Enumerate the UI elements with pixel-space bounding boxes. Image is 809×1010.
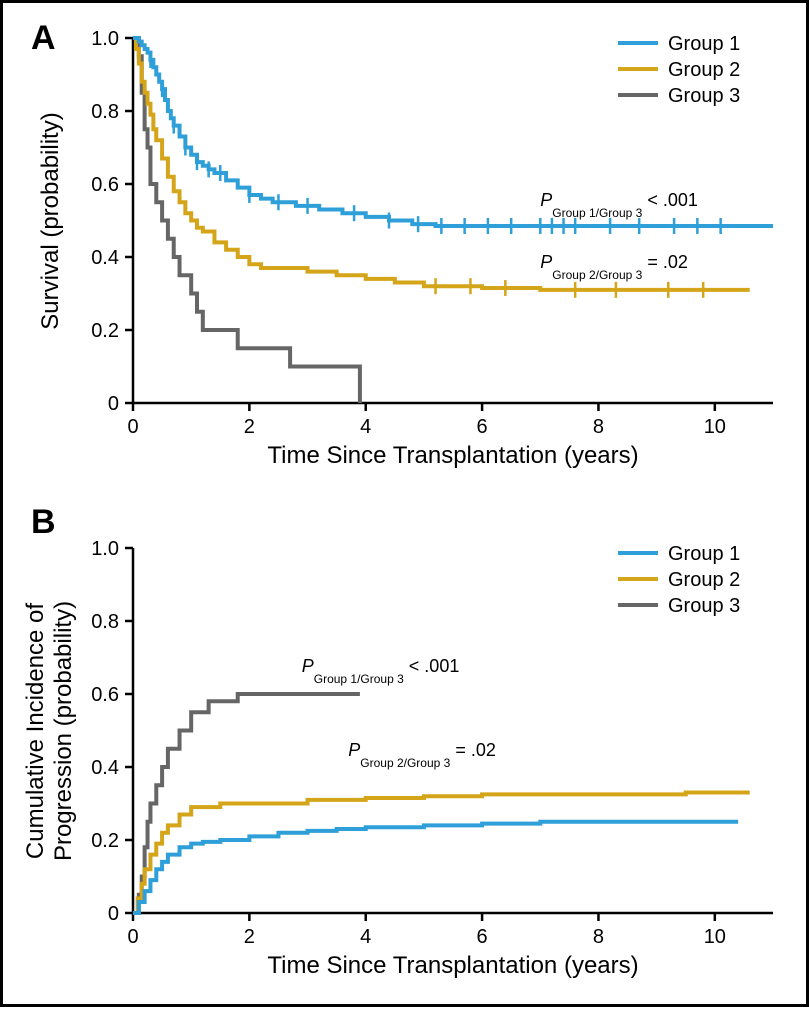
- panel-a-svg: 0 2 4 6 8 10 0 0.2 0.4 0.6 0.8 1.0 Time Since Tran…: [3, 3, 809, 493]
- x-ticks-b: 0 2 4 6 8 10: [127, 913, 726, 948]
- svg-text:0.6: 0.6: [91, 684, 119, 706]
- y-axis-title-a: Survival (probability): [37, 112, 64, 329]
- legend-b: Group 1 Group 2 Group 3: [618, 543, 740, 617]
- figure-container: A 0 2 4 6 8 10 0 0.2 0.4 0.6 0.8 1.0 Time Since Tr…: [0, 0, 809, 1007]
- svg-text:0: 0: [108, 903, 119, 925]
- svg-text:4: 4: [360, 416, 371, 438]
- y-axis-title-b-line2: Progression (probability): [50, 601, 77, 861]
- pvalue-annotation: PGroup 1/Group 3 < .001: [540, 190, 698, 220]
- legend-label: Group 3: [668, 595, 740, 617]
- series-group3: [133, 38, 360, 403]
- svg-text:2: 2: [244, 416, 255, 438]
- censor-ticks-a: [150, 52, 720, 298]
- panel-letter-a: A: [31, 19, 56, 58]
- series-group1: [133, 822, 738, 913]
- svg-text:1.0: 1.0: [91, 538, 119, 560]
- pvalue-annotation: PGroup 2/Group 3 = .02: [540, 252, 688, 282]
- svg-text:8: 8: [593, 416, 604, 438]
- svg-text:0.2: 0.2: [91, 320, 119, 342]
- svg-text:4: 4: [360, 926, 371, 948]
- svg-text:10: 10: [704, 416, 726, 438]
- series-group-b: [133, 694, 750, 913]
- x-axis-title-b: Time Since Transplantation (years): [267, 952, 638, 979]
- svg-text:8: 8: [593, 926, 604, 948]
- legend-label: Group 2: [668, 59, 740, 81]
- pvalues-a: PGroup 1/Group 3 < .001 PGroup 2/Group 3 …: [540, 190, 698, 282]
- svg-text:6: 6: [477, 926, 488, 948]
- x-axis-title-a: Time Since Transplantation (years): [267, 442, 638, 469]
- x-ticks-a: 0 2 4 6 8 10: [127, 403, 726, 438]
- svg-text:2: 2: [244, 926, 255, 948]
- legend-a: Group 1 Group 2 Group 3: [618, 33, 740, 107]
- panel-letter-b: B: [31, 503, 56, 542]
- pvalue-annotation: PGroup 1/Group 3 < .001: [302, 656, 460, 686]
- svg-text:1.0: 1.0: [91, 28, 119, 50]
- svg-text:0.4: 0.4: [91, 247, 119, 269]
- pvalues-b: PGroup 1/Group 3 < .001 PGroup 2/Group 3 …: [302, 656, 496, 770]
- svg-text:0: 0: [127, 926, 138, 948]
- legend-label: Group 1: [668, 543, 740, 565]
- legend-label: Group 2: [668, 569, 740, 591]
- svg-text:0.8: 0.8: [91, 611, 119, 633]
- y-ticks-b: 0 0.2 0.4 0.6 0.8 1.0: [91, 538, 133, 925]
- legend-label: Group 1: [668, 33, 740, 55]
- legend-label: Group 3: [668, 85, 740, 107]
- svg-text:10: 10: [704, 926, 726, 948]
- svg-text:6: 6: [477, 416, 488, 438]
- svg-text:0.4: 0.4: [91, 757, 119, 779]
- svg-text:0.6: 0.6: [91, 174, 119, 196]
- panel-b-svg: 0 2 4 6 8 10 0 0.2 0.4 0.6 0.8 1.0 Time Since Tran…: [3, 493, 809, 1010]
- pvalue-annotation: PGroup 2/Group 3 = .02: [348, 740, 496, 770]
- svg-text:0: 0: [108, 393, 119, 415]
- panel-b: B 0 2 4 6 8 10 0 0.2 0.4 0.6 0.8 1.0 Time Since Tr…: [3, 493, 806, 1010]
- svg-text:0.8: 0.8: [91, 101, 119, 123]
- svg-text:0.2: 0.2: [91, 830, 119, 852]
- svg-text:0: 0: [127, 416, 138, 438]
- y-ticks-a: 0 0.2 0.4 0.6 0.8 1.0: [91, 28, 133, 415]
- y-axis-title-b-line1: Cumulative Incidence of: [22, 603, 49, 859]
- series-group2: [133, 793, 750, 913]
- panel-a: A 0 2 4 6 8 10 0 0.2 0.4 0.6 0.8 1.0 Time Since Tr…: [3, 3, 806, 493]
